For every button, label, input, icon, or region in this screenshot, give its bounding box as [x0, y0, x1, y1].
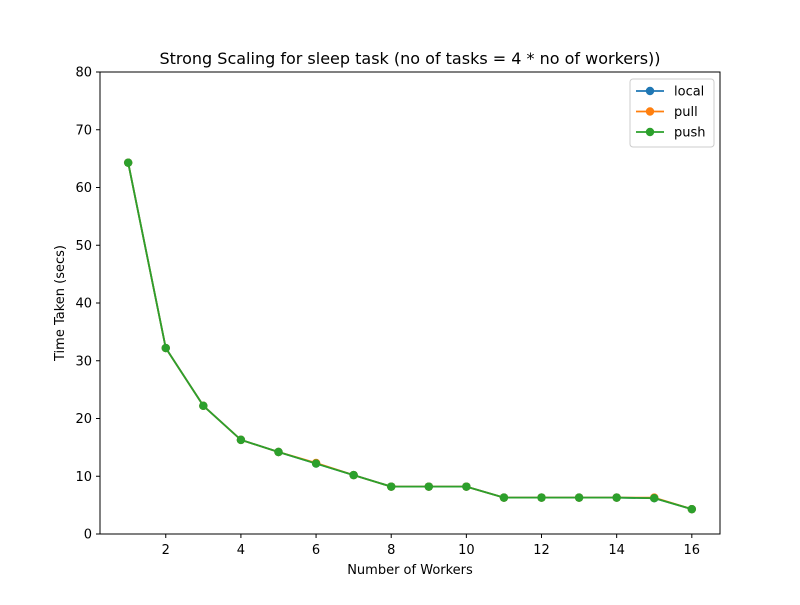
series-local — [123, 158, 697, 514]
x-tick-label: 4 — [237, 543, 245, 558]
data-point-push — [349, 470, 358, 480]
data-point-push — [462, 482, 471, 491]
x-tick-label: 2 — [162, 543, 170, 558]
y-tick-label: 0 — [84, 528, 92, 543]
data-point-push — [687, 504, 697, 514]
data-point-push — [236, 435, 246, 445]
x-tick-label: 14 — [608, 543, 625, 558]
legend-item-pull: pull — [636, 105, 698, 120]
x-tick-label: 6 — [312, 543, 320, 558]
legend-item-local: local — [636, 85, 704, 100]
data-point-push — [574, 493, 584, 502]
y-tick-label: 30 — [75, 354, 92, 369]
series-line-local — [127, 162, 693, 511]
x-tick-label: 12 — [533, 543, 550, 558]
chart-title: Strong Scaling for sleep task (no of tas… — [159, 49, 660, 68]
y-axis-label: Time Taken (secs) — [53, 245, 68, 362]
data-point-push — [650, 493, 659, 503]
legend-item-push: push — [636, 126, 706, 141]
data-point-push — [311, 459, 321, 468]
data-point-push — [387, 482, 396, 491]
y-tick-label: 60 — [75, 181, 92, 196]
y-axis: 0 10 20 30 40 50 60 70 80 — [75, 66, 100, 543]
legend: local pull push — [629, 78, 715, 148]
data-point-push — [274, 447, 283, 457]
data-point-push — [537, 493, 546, 502]
y-tick-label: 50 — [75, 239, 92, 254]
legend-label-pull: pull — [674, 105, 698, 120]
y-tick-label: 20 — [75, 412, 92, 427]
series-line-pull — [127, 162, 693, 511]
data-point-push — [123, 158, 133, 167]
plot-area — [99, 71, 721, 535]
y-tick-label: 40 — [75, 297, 92, 312]
series-pull — [123, 158, 697, 514]
legend-marker-push — [645, 127, 655, 137]
legend-marker-local — [645, 86, 655, 96]
x-tick-label: 8 — [387, 543, 395, 558]
data-point-push — [612, 493, 621, 502]
data-point-push — [499, 493, 509, 502]
y-tick-label: 70 — [75, 123, 92, 138]
legend-label-local: local — [674, 85, 704, 100]
legend-label-push: push — [674, 126, 706, 141]
series-line-push — [127, 162, 693, 511]
y-tick-label: 10 — [75, 470, 92, 485]
series-push — [123, 158, 697, 514]
series-layer — [123, 158, 697, 514]
data-point-push — [161, 343, 170, 353]
x-axis-label: Number of Workers — [347, 563, 473, 578]
x-tick-label: 10 — [458, 543, 475, 558]
x-tick-label: 16 — [684, 543, 701, 558]
y-tick-label: 80 — [75, 66, 92, 81]
data-point-push — [199, 401, 208, 410]
data-point-push — [424, 482, 433, 491]
legend-marker-pull — [645, 107, 655, 116]
x-axis: 2 4 6 8 10 12 14 16 — [162, 534, 700, 558]
